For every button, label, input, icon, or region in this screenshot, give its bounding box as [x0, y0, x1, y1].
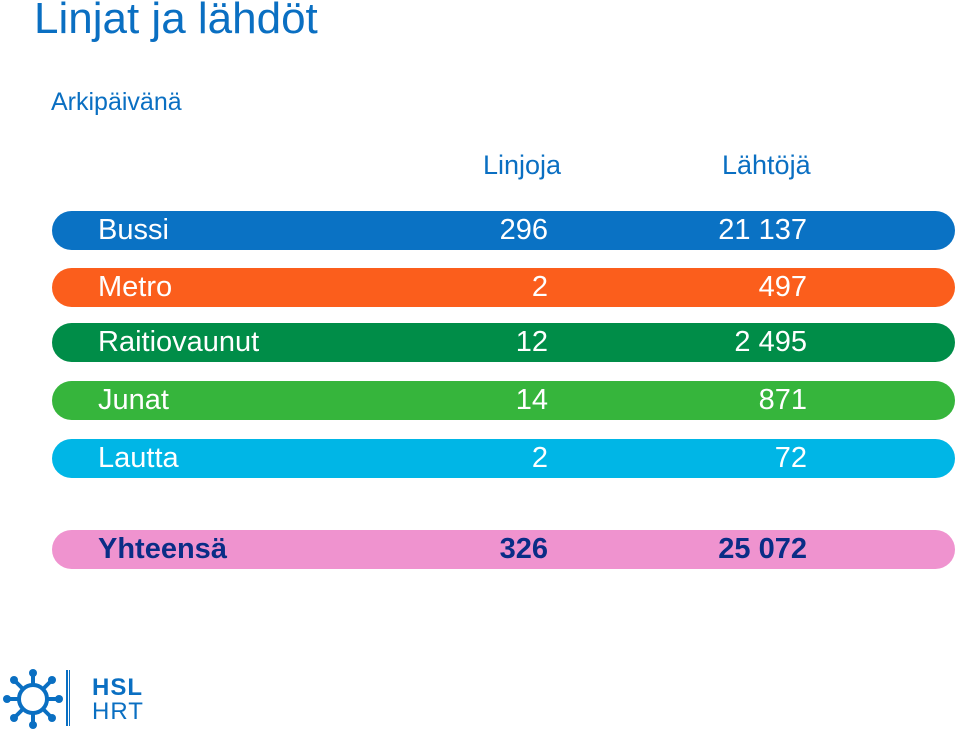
row-departures: 2 495	[734, 326, 807, 358]
row-departures: 497	[758, 271, 807, 303]
row-departures: 72	[774, 442, 807, 474]
column-header-departures: Lähtöjä	[722, 150, 811, 180]
row-lines: 12	[515, 326, 548, 358]
row-name: Raitiovaunut	[98, 326, 260, 358]
total-name: Yhteensä	[98, 533, 227, 565]
total-departures: 25 072	[718, 533, 807, 565]
row-name: Bussi	[98, 214, 169, 246]
table-row-metro: Metro 2 497	[52, 268, 955, 307]
column-header-lines: Linjoja	[483, 150, 562, 180]
table-row-lautta: Lautta 2 72	[52, 439, 955, 478]
hsl-logo-icon	[3, 669, 70, 729]
row-departures: 21 137	[718, 214, 807, 246]
row-name: Junat	[98, 384, 169, 416]
row-lines: 296	[499, 214, 548, 246]
page-title: Linjat ja lähdöt	[34, 0, 318, 43]
logo-text-hsl: HSL	[92, 674, 143, 701]
row-lines: 14	[515, 384, 548, 416]
total-lines: 326	[499, 533, 548, 565]
table-row-raitiovaunut: Raitiovaunut 12 2 495	[52, 323, 955, 362]
logo-text-hrt: HRT	[92, 698, 144, 725]
row-lines: 2	[531, 442, 548, 474]
row-name: Metro	[98, 271, 173, 303]
row-lines: 2	[531, 271, 548, 303]
row-name: Lautta	[98, 442, 179, 474]
table-row-junat: Junat 14 871	[52, 381, 955, 420]
hsl-logo	[0, 664, 170, 729]
page-subtitle: Arkipäivänä	[51, 88, 182, 116]
table-row-bussi: Bussi 296 21 137	[52, 211, 955, 250]
table-row-total: Yhteensä 326 25 072	[52, 530, 955, 569]
row-departures: 871	[758, 384, 807, 416]
